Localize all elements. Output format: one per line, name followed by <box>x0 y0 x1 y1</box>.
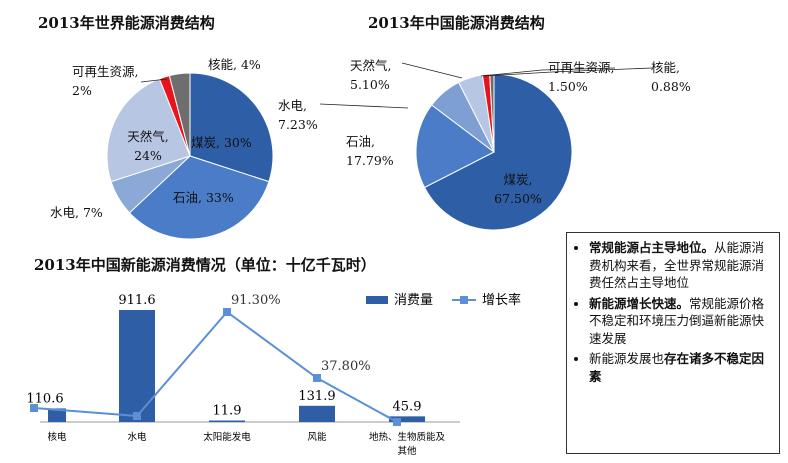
bar-value-label-nuclear: 110.6 <box>26 391 63 406</box>
world-pie-title: 2013年世界能源消费结构 <box>38 14 215 32</box>
world-label-nuclear: 核能, 4% <box>208 57 261 72</box>
world-slice-oil <box>128 155 270 240</box>
world-label-coal: 煤炭, 30% <box>191 135 252 150</box>
world-label-renewable: 可再生资源, 2% <box>72 64 139 98</box>
growth-marker-solar <box>223 308 231 316</box>
category-label-wind: 风能 <box>307 431 327 443</box>
legend-bar-swatch <box>366 296 388 304</box>
note-item-2-heading: 新能源增长快速。 <box>589 295 690 311</box>
notes-box: 常规能源占主导地位。从能源消费机构来看，全世界常规能源消费任然占主导地位新能源增… <box>566 232 780 454</box>
category-label-hydro: 水电 <box>127 431 147 443</box>
world-label-oil: 石油, 33% <box>173 190 234 205</box>
note-item-3: 新能源发展也存在诸多不稳定因素 <box>589 350 773 385</box>
world-pie-chart <box>106 72 274 240</box>
world-label-gas: 天然气, 24% <box>127 129 169 163</box>
legend-line-marker <box>460 296 468 304</box>
china-slice-nuclear <box>489 73 495 153</box>
bar-solar <box>209 420 245 422</box>
china-label-nuclear: 核能, 0.88% <box>651 60 691 94</box>
china-pie-title: 2013年中国能源消费结构 <box>368 14 545 32</box>
growth-marker-hydro <box>133 412 141 420</box>
bar-hydro <box>119 310 155 422</box>
bar-value-label-solar: 11.9 <box>213 404 242 419</box>
category-label-nuclear: 核电 <box>47 431 67 443</box>
note-item-1-text: 从能源消费机构来看，全世界常规能源消费任然占主导地位 <box>589 240 765 290</box>
legend-bar-label: 消费量 <box>394 293 433 308</box>
category-label-other: 地热、生物质能及 <box>369 431 446 443</box>
growth-label-wind: 37.80% <box>321 359 371 374</box>
bar-value-label-hydro: 911.6 <box>118 293 155 308</box>
growth-marker-wind <box>313 374 321 382</box>
china-slice-coal <box>423 73 573 231</box>
bar-value-label-wind: 131.9 <box>298 389 335 404</box>
note-item-2-text: 常规能源价格不稳定和环境压力倒逼新能源快速发展 <box>589 295 765 346</box>
category-label-solar: 太阳能发电 <box>203 431 251 443</box>
china-label-hydro: 水电, 7.23% <box>278 98 318 132</box>
world-slice-nuclear <box>168 72 191 157</box>
china-label-renewable: 可再生资源, 1.50% <box>548 60 615 94</box>
note-item-3-text: 新能源发展也 <box>589 351 665 366</box>
china-label-oil: 石油, 17.79% <box>346 134 394 168</box>
world-label-hydro: 水电, 7% <box>50 205 103 220</box>
china-pie-chart <box>319 62 653 231</box>
legend-line-label: 增长率 <box>482 292 521 308</box>
note-item-3-emphasis: 存在诸多不稳定因素 <box>589 351 765 384</box>
note-item-1: 常规能源占主导地位。从能源消费机构来看，全世界常规能源消费任然占主导地位 <box>589 239 773 292</box>
china-pie-leaders <box>319 62 653 109</box>
bar-value-label-other: 45.9 <box>393 399 422 414</box>
note-item-2: 新能源增长快速。常规能源价格不稳定和环境压力倒逼新能源快速发展 <box>589 295 773 348</box>
world-pie-leaders <box>140 78 168 83</box>
category-label-other-line2: 其他 <box>397 445 417 457</box>
bar-nuclear <box>48 408 66 422</box>
bar-chart-title: 2013年中国新能源消费情况（单位：十亿千瓦时） <box>34 256 376 274</box>
china-label-gas: 天然气, 5.10% <box>350 58 392 92</box>
china-slice-oil <box>415 104 495 189</box>
china-label-coal: 煤炭, 67.50% <box>494 172 542 206</box>
new-energy-chart: 110.6 核电 911.6 水电 11.9 太阳能发电 131.9 风能 45.9 地热、生物质… <box>26 292 521 457</box>
note-item-1-heading: 常规能源占主导地位。 <box>589 240 715 255</box>
legend: 消费量 增长率 <box>366 292 521 308</box>
bar-wind <box>299 405 335 422</box>
growth-label-solar: 91.30% <box>231 293 281 308</box>
bar-other <box>389 416 425 422</box>
growth-marker-other <box>393 418 401 426</box>
world-slice-coal <box>189 72 274 183</box>
growth-marker-nuclear <box>30 404 38 412</box>
